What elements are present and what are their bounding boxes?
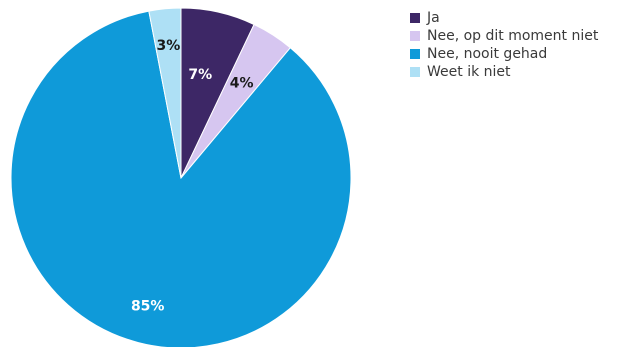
slice-label-nee-op-dit-moment-niet: 4% — [230, 76, 254, 92]
legend-swatch-ja — [410, 13, 420, 23]
legend-item-ja: Ja — [410, 9, 598, 27]
slice-label-weet-ik-niet: 3% — [157, 38, 181, 54]
legend-swatch-weet-ik-niet — [410, 67, 420, 77]
legend-item-weet-ik-niet: Weet ik niet — [410, 63, 598, 81]
legend-label-nee-op-dit-moment-niet: Nee, op dit moment niet — [427, 28, 599, 44]
legend-label-ja: Ja — [427, 10, 440, 26]
pie-slice-nee-nooit-gehad — [10, 10, 352, 347]
legend: Ja Nee, op dit moment niet Nee, nooit ge… — [410, 9, 598, 81]
legend-swatch-nee-op-dit-moment-niet — [410, 31, 420, 41]
legend-swatch-nee-nooit-gehad — [410, 49, 420, 59]
pie-slice-weet-ik-niet — [148, 7, 182, 179]
slice-label-nee-nooit-gehad: 85% — [131, 298, 165, 314]
legend-label-nee-nooit-gehad: Nee, nooit gehad — [427, 46, 548, 62]
legend-item-nee-nooit-gehad: Nee, nooit gehad — [410, 45, 598, 63]
slice-label-ja: 7% — [188, 67, 212, 83]
legend-label-weet-ik-niet: Weet ik niet — [427, 64, 511, 80]
legend-item-nee-op-dit-moment-niet: Nee, op dit moment niet — [410, 27, 598, 45]
